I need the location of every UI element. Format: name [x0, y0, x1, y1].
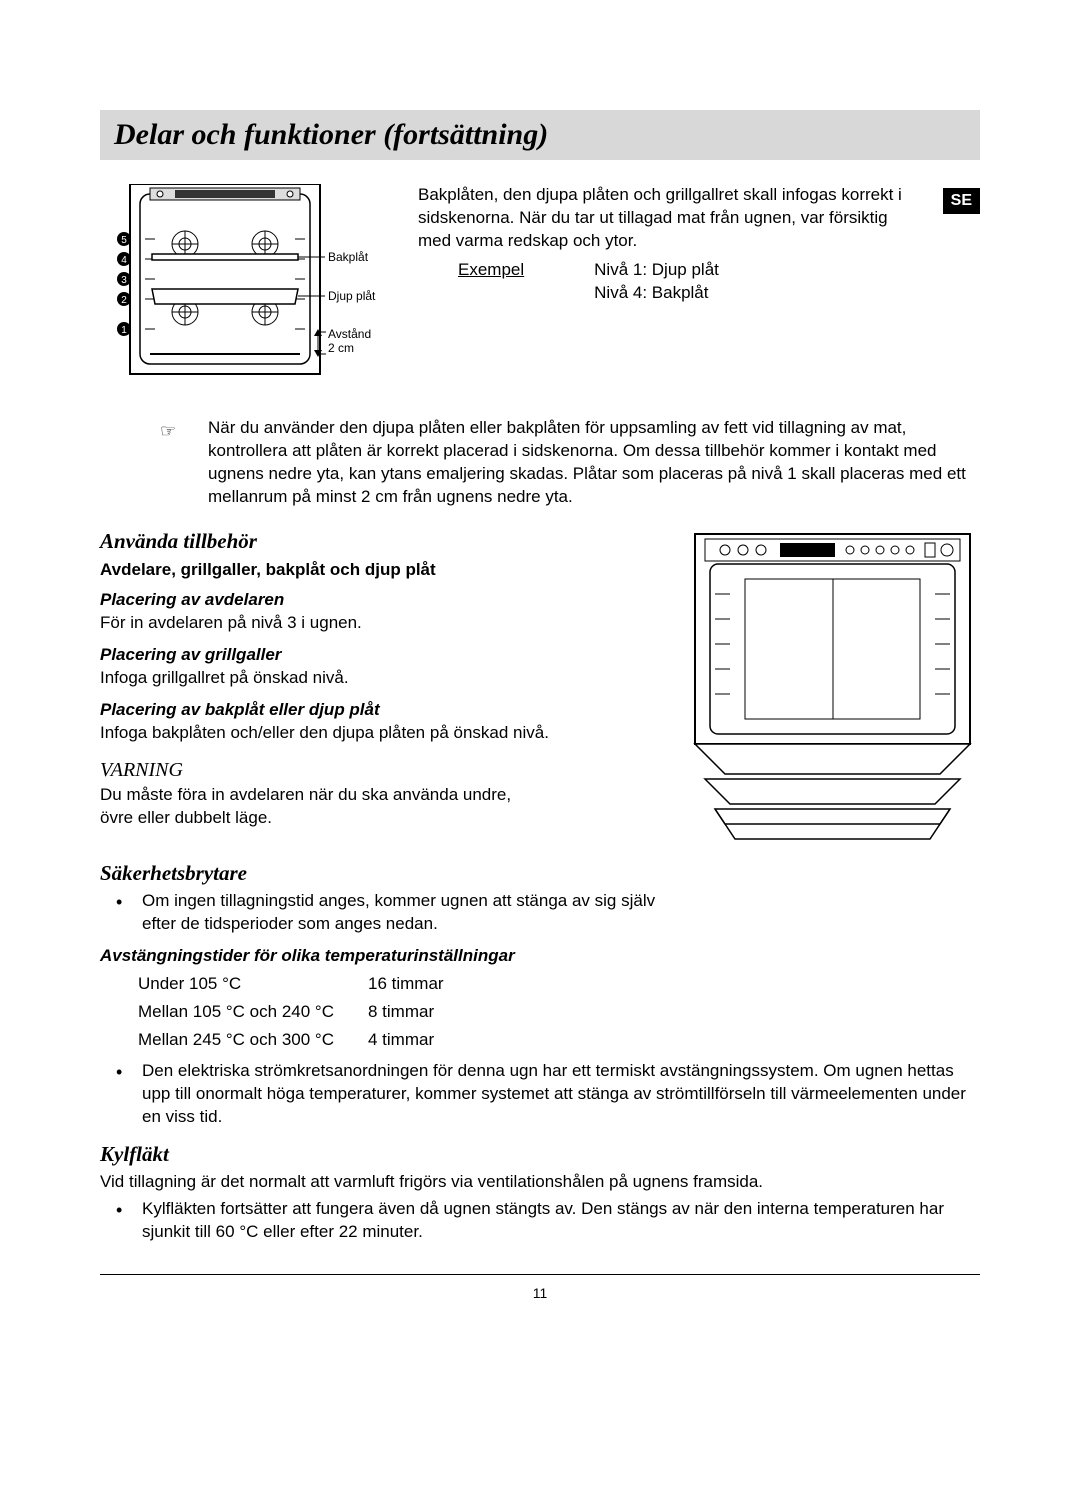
- top-row: 1 2 3 4 5 Bakplåt Djup plåt Avstånd 2 cm…: [100, 184, 980, 389]
- svg-text:Avstånd: Avstånd: [328, 327, 371, 341]
- accessories-heading: Använda tillbehör: [100, 529, 661, 554]
- fan-para: Vid tillagning är det normalt att varmlu…: [100, 1171, 980, 1194]
- table-row: Mellan 245 °C och 300 °C4 timmar: [138, 1030, 980, 1050]
- footer-rule: [100, 1274, 980, 1275]
- fan-bullet: Kylfläkten fortsätter att fungera även d…: [116, 1198, 980, 1244]
- temp-table: Under 105 °C16 timmar Mellan 105 °C och …: [138, 974, 980, 1050]
- page-title: Delar och funktioner (fortsättning): [114, 118, 966, 152]
- note-text: När du använder den djupa plåten eller b…: [208, 417, 980, 509]
- table-row: Mellan 105 °C och 240 °C8 timmar: [138, 1002, 980, 1022]
- safety-bullet-1: Om ingen tillagningstid anges, kommer ug…: [116, 890, 676, 936]
- placing-divider-t: För in avdelaren på nivå 3 i ugnen.: [100, 612, 661, 635]
- svg-text:3: 3: [121, 275, 127, 286]
- placing-divider-h: Placering av avdelaren: [100, 590, 661, 610]
- placing-tray-t: Infoga bakplåten och/eller den djupa plå…: [100, 722, 661, 745]
- svg-text:2 cm: 2 cm: [328, 341, 354, 355]
- top-text: Bakplåten, den djupa plåten och grillgal…: [418, 184, 980, 389]
- temp-table-heading: Avstängningstider för olika temperaturin…: [100, 946, 980, 966]
- oven-levels-diagram: 1 2 3 4 5 Bakplåt Djup plåt Avstånd 2 cm: [100, 184, 390, 389]
- example-line-1: Nivå 1: Djup plåt: [594, 260, 719, 279]
- svg-text:Djup plåt: Djup plåt: [328, 289, 376, 303]
- safety-heading: Säkerhetsbrytare: [100, 861, 980, 886]
- example-label: Exempel: [458, 259, 524, 305]
- svg-text:Bakplåt: Bakplåt: [328, 250, 369, 264]
- placing-grill-t: Infoga grillgallret på önskad nivå.: [100, 667, 661, 690]
- accessories-sub1: Avdelare, grillgaller, bakplåt och djup …: [100, 560, 661, 580]
- warning-text: Du måste föra in avdelaren när du ska an…: [100, 784, 530, 830]
- title-bar: Delar och funktioner (fortsättning): [100, 110, 980, 160]
- page-number: 11: [100, 1285, 980, 1301]
- note-icon: ☞: [160, 417, 188, 509]
- top-paragraph: Bakplåten, den djupa plåten och grillgal…: [418, 184, 920, 253]
- svg-text:2: 2: [121, 295, 127, 306]
- svg-text:5: 5: [121, 235, 127, 246]
- safety-bullet-2: Den elektriska strömkretsanordningen för…: [116, 1060, 980, 1129]
- placing-grill-h: Placering av grillgaller: [100, 645, 661, 665]
- placing-tray-h: Placering av bakplåt eller djup plåt: [100, 700, 661, 720]
- warning-heading: VARNING: [100, 759, 661, 782]
- fan-heading: Kylfläkt: [100, 1142, 980, 1167]
- oven-perspective-illustration: [685, 529, 980, 849]
- svg-text:1: 1: [121, 325, 127, 336]
- table-row: Under 105 °C16 timmar: [138, 974, 980, 994]
- note-block: ☞ När du använder den djupa plåten eller…: [160, 417, 980, 509]
- svg-text:4: 4: [121, 255, 127, 266]
- language-badge: SE: [943, 188, 980, 214]
- example-line-2: Nivå 4: Bakplåt: [594, 283, 708, 302]
